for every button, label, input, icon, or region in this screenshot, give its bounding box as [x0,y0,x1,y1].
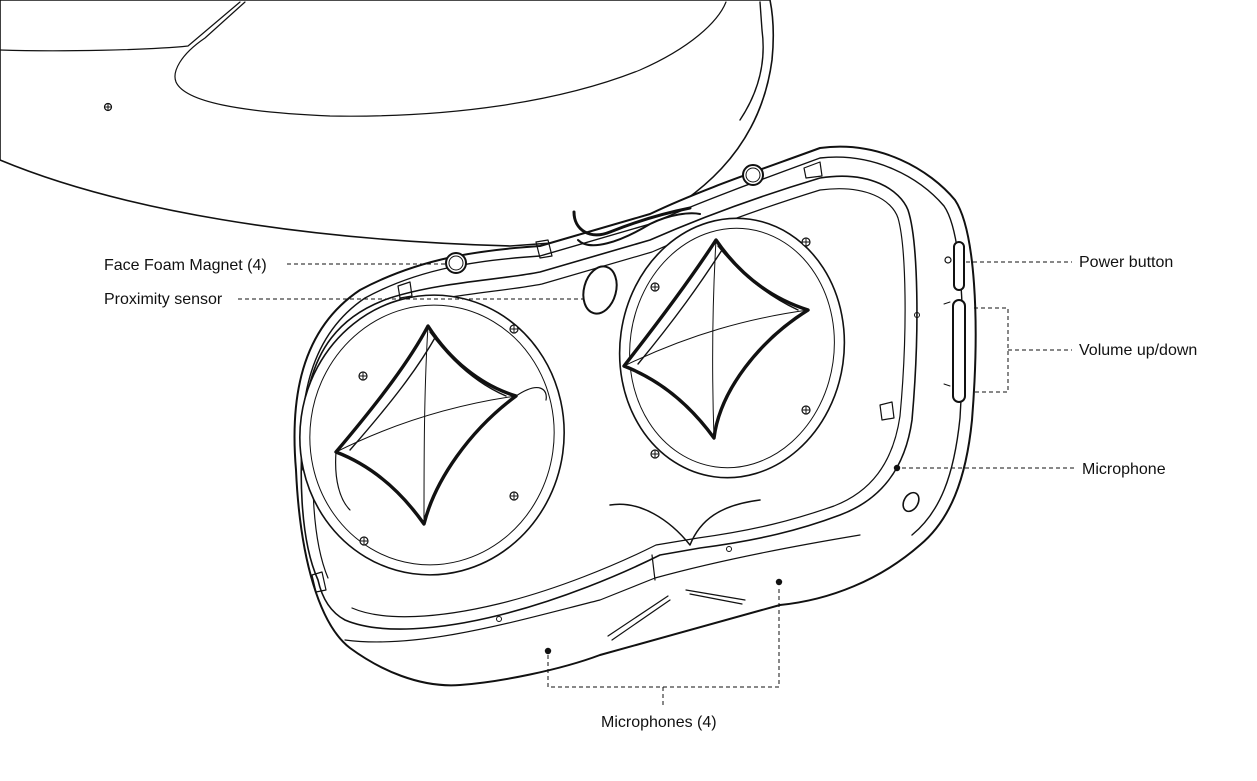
head-strap [0,0,775,247]
volume-up-down-label: Volume up/down [1079,342,1197,359]
left-lens-screw-icons [358,324,519,546]
left-lens [299,294,565,576]
right-lens [618,217,846,479]
face-foam-magnet-icons [445,164,920,513]
microphone-label: Microphone [1082,461,1166,478]
proximity-sensor-icon [582,265,618,315]
right-lens-screw-icons [650,237,811,459]
proximity-sensor-label: Proximity sensor [104,291,223,308]
leader-lines [238,261,1074,708]
microphones-label: Microphones (4) [601,714,717,731]
strap-screw-icon [103,102,113,112]
face-foam-magnet-label: Face Foam Magnet (4) [104,257,267,274]
callout-labels: Face Foam Magnet (4) Proximity sensor Po… [104,254,1197,731]
power-button-label: Power button [1079,254,1173,271]
volume-button-icon [943,299,966,403]
microphone-dot-icons [496,312,920,655]
power-button-icon [944,241,965,291]
